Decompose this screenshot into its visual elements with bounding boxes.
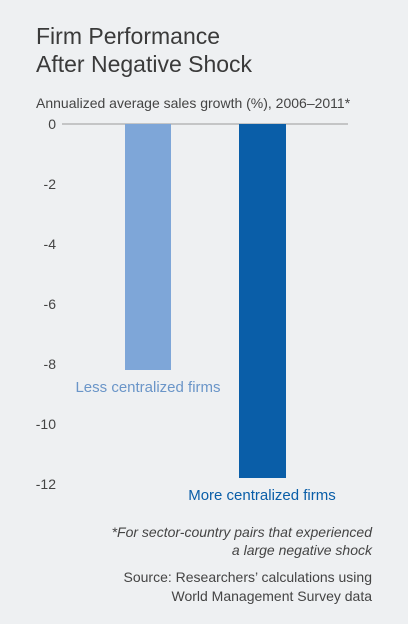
footnote: *For sector-country pairs that experienc… — [42, 523, 372, 559]
y-tick-label: -4 — [44, 236, 57, 252]
y-tick-label: 0 — [48, 116, 56, 132]
source-line2: World Management Survey data — [171, 588, 372, 604]
y-tick-label: -2 — [44, 176, 57, 192]
chart-title-line1: Firm Performance — [36, 23, 221, 49]
y-tick-label: -8 — [44, 356, 57, 372]
source-line1: Source: Researchers’ calculations using — [123, 569, 373, 585]
footnote-line1: *For sector-country pairs that experienc… — [111, 524, 372, 540]
y-tick-label: -10 — [36, 416, 56, 432]
y-tick-label: -12 — [36, 476, 56, 492]
chart-title-line2: After Negative Shock — [36, 51, 253, 77]
category-label: More centralized firms — [188, 487, 336, 504]
chart-subtitle: Annualized average sales growth (%), 200… — [36, 95, 351, 111]
bar — [125, 124, 171, 370]
footnote-line2: a large negative shock — [231, 542, 372, 558]
y-tick-label: -6 — [44, 296, 57, 312]
bar — [239, 124, 286, 478]
category-label: Less centralized firms — [75, 379, 220, 396]
chart-title: Firm Performance After Negative Shock — [36, 22, 252, 78]
source-note: Source: Researchers’ calculations using … — [42, 568, 373, 606]
